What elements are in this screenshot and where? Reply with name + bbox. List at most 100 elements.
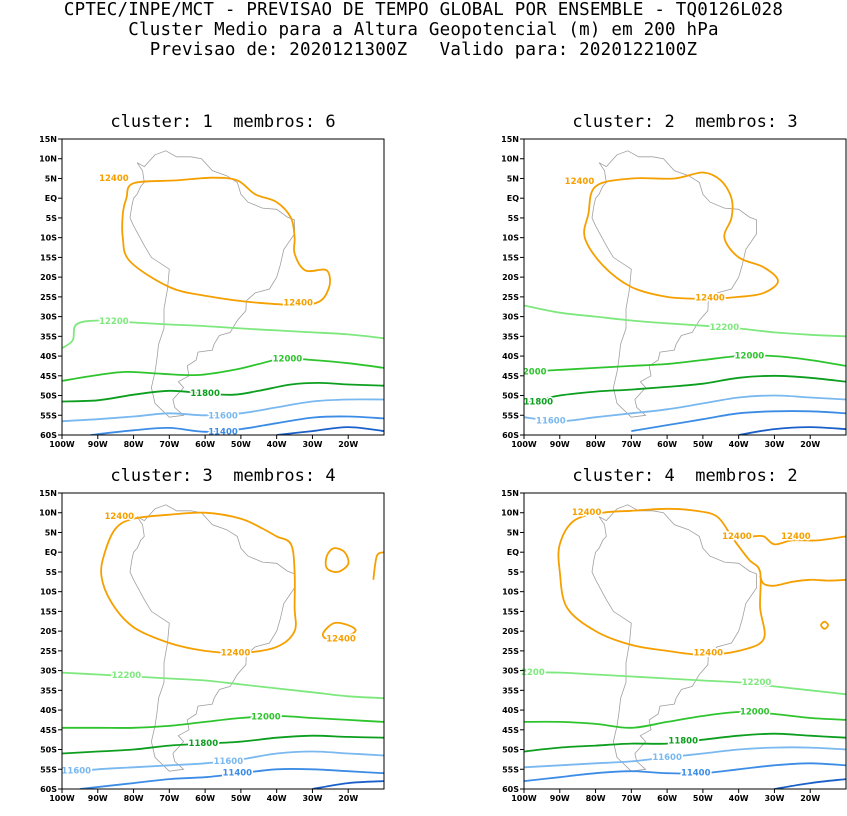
y-tick-label: 25S xyxy=(40,293,57,302)
contour-12200 xyxy=(62,319,384,349)
contour-label: 12200 xyxy=(710,323,740,333)
x-tick-label: 30W xyxy=(764,794,784,803)
contour-label: 12200 xyxy=(742,678,772,688)
y-tick-label: 25S xyxy=(502,647,519,656)
contour-11800 xyxy=(524,732,846,753)
panel-title: cluster: 1 membros: 6 xyxy=(110,112,336,132)
contour-11400 xyxy=(631,410,846,432)
contour-11400 xyxy=(90,415,384,435)
y-tick-label: EQ xyxy=(507,194,519,203)
plot-background xyxy=(62,139,384,435)
plot-frame xyxy=(523,138,847,436)
header-line-3: Previsao de: 2020121300Z Valido para: 20… xyxy=(149,40,698,60)
y-tick-label: 10S xyxy=(40,588,57,597)
x-tick-label: 70W xyxy=(621,794,641,803)
contour-12200 xyxy=(524,671,846,696)
contour-label: 12400 xyxy=(104,512,134,522)
contour-12400 xyxy=(759,575,846,587)
y-tick-label: 10N xyxy=(39,155,57,164)
x-tick-label: 80W xyxy=(586,794,606,803)
y-tick-label: 5N xyxy=(45,528,57,537)
y-tick-label: 25S xyxy=(40,647,57,656)
y-tick-label: 10S xyxy=(40,234,57,243)
y-tick-label: 10N xyxy=(501,155,519,164)
contour-label: 12400 xyxy=(283,298,313,308)
contour-label: 12200 xyxy=(112,671,142,681)
x-tick-label: 50W xyxy=(231,440,251,449)
x-tick-label: 100W xyxy=(511,794,537,803)
contour-label: 12400 xyxy=(221,648,251,658)
contour-label: 11400 xyxy=(208,427,238,437)
y-tick-label: 20S xyxy=(40,273,57,282)
contour-label: 12400 xyxy=(693,648,723,658)
contour-label: 11400 xyxy=(681,769,711,779)
x-tick-label: 40W xyxy=(729,440,749,449)
x-tick-label: 40W xyxy=(267,794,287,803)
x-tick-label: 20W xyxy=(338,794,358,803)
y-tick-label: 50S xyxy=(502,392,519,401)
x-tick-label: 90W xyxy=(550,794,570,803)
contour-12400 xyxy=(121,176,331,306)
contour-11200 xyxy=(738,426,846,435)
contour-label: 11600 xyxy=(208,412,238,422)
header-line-1: CPTEC/INPE/MCT - PREVISAO DE TEMPO GLOBA… xyxy=(63,0,784,20)
contour-11800 xyxy=(62,734,384,755)
contour-label: 12200 xyxy=(99,317,129,327)
contour-11200 xyxy=(276,426,384,435)
contour-11600 xyxy=(524,394,846,423)
contour-map: 12400 12400 12400 12400 2200 12200 12000 11800 1… xyxy=(501,489,847,803)
y-tick-label: 55S xyxy=(40,765,57,774)
y-tick-label: 10S xyxy=(502,234,519,243)
y-tick-label: 40S xyxy=(502,352,519,361)
contour-label: 11800 xyxy=(189,739,219,749)
y-tick-label: 30S xyxy=(40,313,57,322)
y-tick-label: 40S xyxy=(40,352,57,361)
x-tick-label: 70W xyxy=(621,440,641,449)
x-tick-label: 50W xyxy=(231,794,251,803)
y-tick-label: 15S xyxy=(502,607,519,616)
cluster-panel-2: cluster: 2 membros: 3 12400 12400 12200 120… xyxy=(462,112,847,452)
y-tick-label: 5S xyxy=(508,214,520,223)
x-tick-label: 30W xyxy=(764,440,784,449)
y-tick-label: 60S xyxy=(502,431,519,440)
contour-12000 xyxy=(62,357,384,382)
panel-title: cluster: 3 membros: 4 xyxy=(110,466,336,486)
x-tick-label: 80W xyxy=(124,440,144,449)
y-tick-label: 60S xyxy=(502,785,519,794)
y-tick-label: EQ xyxy=(507,548,519,557)
cluster-panel-1: cluster: 1 membros: 6 12400 12400 12200 120… xyxy=(0,112,385,452)
contour-label: 12000 xyxy=(273,355,303,365)
x-tick-label: 100W xyxy=(49,440,75,449)
cluster-panel-3: cluster: 3 membros: 4 12400 12400 12400 122… xyxy=(0,466,385,806)
contour-11400 xyxy=(524,762,846,782)
contour-12000 xyxy=(524,711,846,729)
y-tick-label: 45S xyxy=(502,372,519,381)
x-tick-label: 90W xyxy=(88,794,108,803)
contour-lines xyxy=(524,171,846,435)
y-tick-label: 20S xyxy=(502,273,519,282)
y-tick-label: EQ xyxy=(45,548,57,557)
contour-label: 12000 xyxy=(740,708,770,718)
y-tick-label: 15S xyxy=(40,607,57,616)
contour-11200 xyxy=(774,778,846,789)
x-tick-label: 100W xyxy=(49,794,75,803)
x-tick-label: 60W xyxy=(195,794,215,803)
x-tick-label: 20W xyxy=(800,794,820,803)
header-line-2: Cluster Medio para a Altura Geopotencial… xyxy=(128,20,719,40)
x-tick-label: 50W xyxy=(693,440,713,449)
y-tick-label: 20S xyxy=(502,627,519,636)
contour-12400 xyxy=(324,547,350,573)
y-tick-label: 15S xyxy=(40,253,57,262)
y-tick-label: 40S xyxy=(502,706,519,715)
contour-11400 xyxy=(79,767,384,789)
x-tick-label: 20W xyxy=(338,440,358,449)
y-tick-label: 40S xyxy=(40,706,57,715)
plot-background xyxy=(524,493,846,789)
y-tick-label: 5N xyxy=(45,174,57,183)
y-tick-label: 15N xyxy=(501,489,519,498)
figure-header: CPTEC/INPE/MCT - PREVISAO DE TEMPO GLOBA… xyxy=(0,0,847,60)
x-tick-label: 30W xyxy=(302,794,322,803)
panel-title: cluster: 4 membros: 2 xyxy=(572,466,798,486)
y-tick-label: 50S xyxy=(40,746,57,755)
y-tick-label: 10N xyxy=(501,509,519,518)
